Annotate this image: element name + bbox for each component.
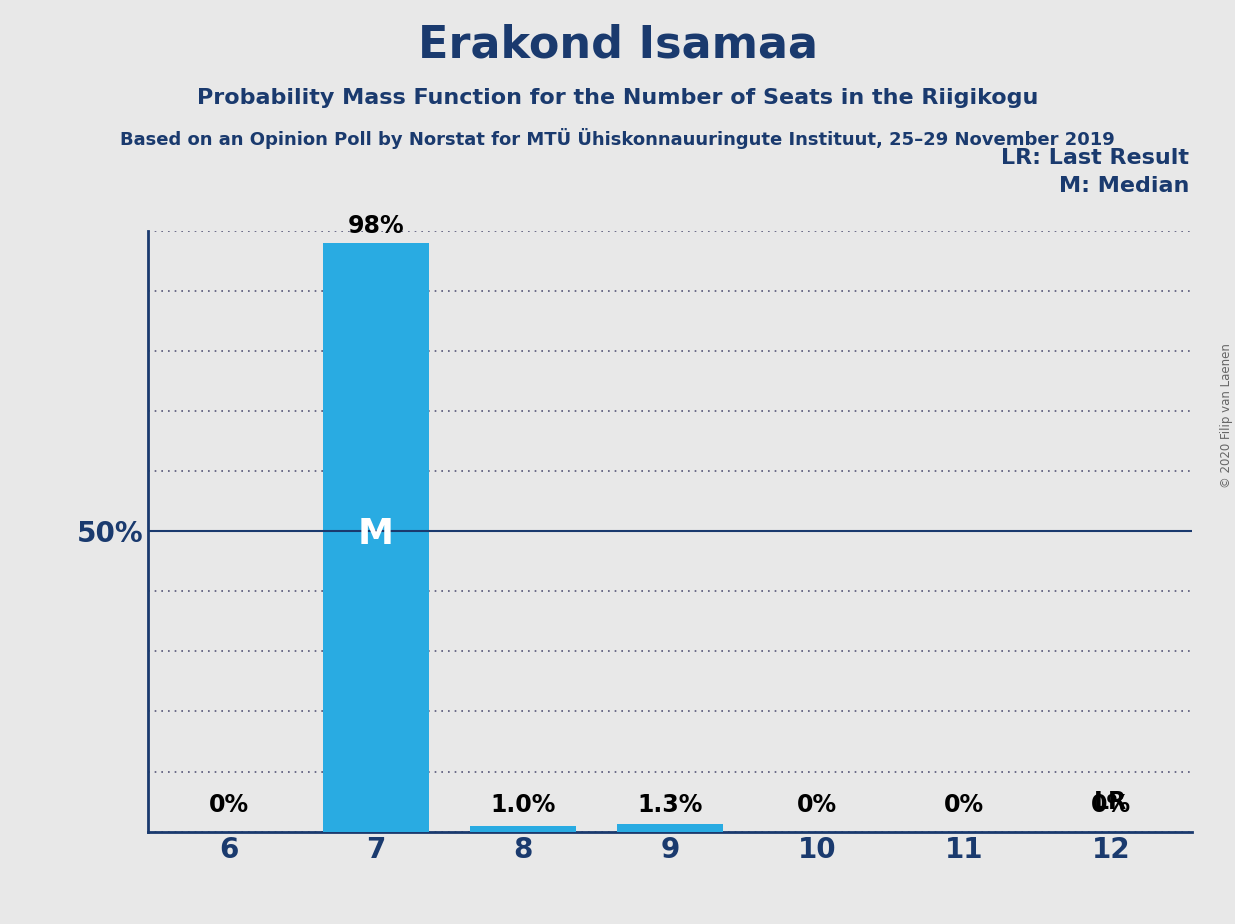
Text: M: Median: M: Median bbox=[1058, 176, 1189, 196]
Text: 0%: 0% bbox=[944, 793, 984, 817]
Text: 1.0%: 1.0% bbox=[490, 793, 556, 817]
Text: 0%: 0% bbox=[209, 793, 249, 817]
Text: Based on an Opinion Poll by Norstat for MTÜ Ühiskonnauuringute Instituut, 25–29 : Based on an Opinion Poll by Norstat for … bbox=[120, 128, 1115, 149]
Text: LR: LR bbox=[1094, 790, 1128, 813]
Text: M: M bbox=[358, 517, 394, 552]
Text: 1.3%: 1.3% bbox=[637, 793, 703, 817]
Bar bbox=[618, 824, 722, 832]
Text: Erakond Isamaa: Erakond Isamaa bbox=[417, 23, 818, 67]
Text: © 2020 Filip van Laenen: © 2020 Filip van Laenen bbox=[1219, 344, 1233, 488]
Text: LR: Last Result: LR: Last Result bbox=[1002, 148, 1189, 168]
Text: 0%: 0% bbox=[797, 793, 837, 817]
Bar bbox=[471, 826, 576, 832]
Text: 0%: 0% bbox=[1091, 793, 1131, 817]
Bar bbox=[324, 243, 429, 832]
Text: 98%: 98% bbox=[348, 214, 404, 238]
Text: Probability Mass Function for the Number of Seats in the Riigikogu: Probability Mass Function for the Number… bbox=[196, 88, 1039, 108]
